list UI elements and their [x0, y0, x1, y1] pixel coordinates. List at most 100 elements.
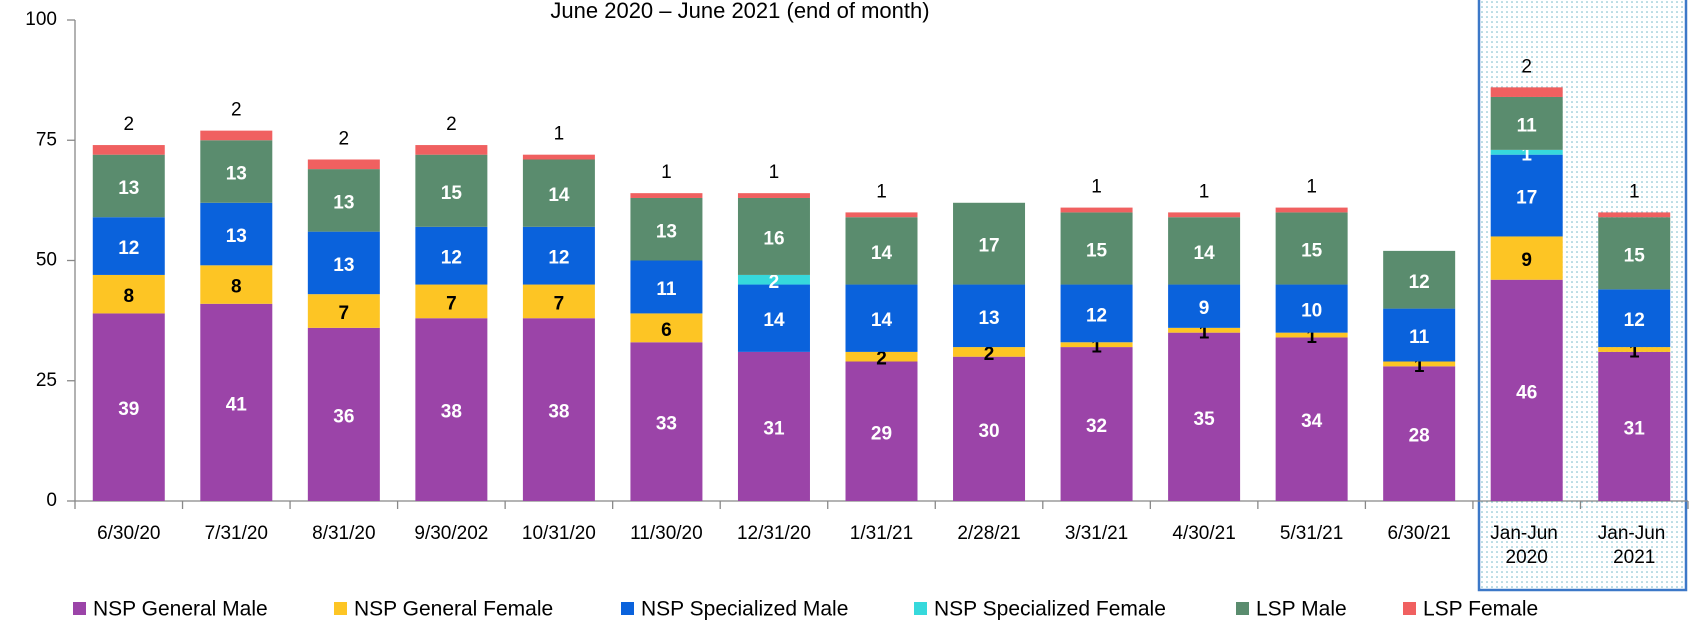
y-tick-label: 0 — [46, 490, 57, 511]
data-label: 14 — [548, 185, 570, 206]
bar-segment — [307, 231, 380, 295]
data-label: 1 — [1306, 177, 1317, 198]
legend-label: LSP Female — [1423, 598, 1538, 621]
data-label: 12 — [1086, 305, 1107, 326]
bar-segment — [1490, 87, 1563, 97]
bar-segment — [1275, 284, 1348, 333]
bar-segment — [1383, 250, 1456, 309]
bar-segment — [1168, 217, 1241, 285]
data-label: 13 — [118, 178, 139, 199]
data-label: 2 — [123, 114, 134, 135]
bar-segment — [1060, 284, 1133, 343]
bar-segment — [92, 313, 165, 501]
bar-segment — [522, 159, 595, 227]
bar-segment — [92, 154, 165, 218]
x-tick-label: 10/31/20 — [522, 523, 596, 544]
data-label: 1 — [1629, 181, 1640, 202]
bar-segment — [1490, 154, 1563, 237]
x-tick-label: 11/30/20 — [630, 523, 703, 544]
bar-segment — [1168, 332, 1241, 501]
legend-swatch — [334, 602, 347, 615]
data-label: 34 — [1301, 411, 1323, 432]
bar-segment — [200, 130, 273, 141]
bar-segment — [1168, 327, 1241, 333]
data-label: 36 — [333, 406, 354, 427]
data-label: 12 — [441, 248, 462, 269]
x-tick-label: 3/31/21 — [1065, 523, 1128, 544]
bar-segment — [845, 284, 918, 352]
data-label: 13 — [226, 226, 247, 247]
bar-segment — [630, 193, 703, 198]
bar-segment — [1490, 96, 1563, 150]
bar-segment — [737, 274, 810, 285]
bar-segment — [92, 145, 165, 155]
legend-swatch — [1236, 602, 1249, 615]
bar-segment — [415, 154, 488, 227]
data-label: 33 — [656, 414, 677, 435]
data-label: 11 — [656, 279, 677, 300]
data-label: 12 — [118, 238, 139, 259]
bar-segment — [953, 284, 1026, 348]
data-label: 1 — [661, 162, 672, 183]
bar-segment — [953, 347, 1026, 357]
legend-label: LSP Male — [1256, 598, 1347, 621]
data-label: 41 — [226, 394, 248, 415]
bar-segment — [1060, 342, 1133, 348]
data-label: 11 — [1409, 327, 1430, 348]
bar-segment — [522, 318, 595, 501]
bar-segment — [1168, 284, 1241, 328]
data-label: 1 — [1091, 337, 1102, 358]
bar-segment — [1490, 236, 1563, 280]
bar-segment — [953, 356, 1026, 501]
bar-segment — [200, 140, 273, 203]
bar-segment — [1275, 207, 1348, 213]
x-tick-label: 2/28/21 — [957, 523, 1020, 544]
data-label: 2 — [1521, 56, 1532, 77]
legend-label: NSP General Male — [93, 598, 268, 621]
bar-segment — [737, 284, 810, 352]
data-label: 8 — [123, 286, 134, 307]
data-label: 8 — [231, 277, 242, 298]
x-tick-label: 6/30/21 — [1387, 523, 1450, 544]
bar-segment — [953, 202, 1026, 285]
bar-segment — [92, 217, 165, 275]
legend-swatch — [73, 602, 86, 615]
data-label: 1 — [769, 162, 780, 183]
data-label: 7 — [554, 293, 565, 314]
data-label: 2 — [446, 114, 457, 135]
x-tick-label-line: Jan-Jun — [1490, 523, 1563, 544]
data-label: 2 — [339, 129, 350, 150]
bar-segment — [415, 145, 488, 155]
data-label: 1 — [1629, 342, 1640, 363]
bar-segment — [1060, 212, 1133, 285]
bar-segment — [630, 197, 703, 261]
bar-segment — [737, 351, 810, 501]
data-label: 2 — [231, 100, 242, 121]
bar-segment — [1275, 332, 1348, 338]
legend-label: NSP Specialized Female — [934, 598, 1166, 621]
data-label: 30 — [978, 421, 999, 442]
legend-swatch — [1403, 602, 1416, 615]
y-tick-label: 25 — [36, 370, 57, 391]
bar-segment — [1383, 308, 1456, 362]
bar-segment — [307, 294, 380, 328]
bar-segment — [845, 212, 918, 218]
data-label: 1 — [876, 181, 887, 202]
x-tick-label-line: 2020 — [1506, 547, 1548, 568]
bar-segment — [630, 260, 703, 314]
data-label: 15 — [1086, 240, 1108, 261]
bar-segment — [1490, 279, 1563, 501]
bar-segment — [1060, 347, 1133, 501]
bar-segment — [92, 274, 165, 314]
bar-segment — [1598, 212, 1671, 218]
data-label: 17 — [978, 236, 999, 257]
bar-segment — [307, 327, 380, 501]
data-label: 35 — [1194, 409, 1216, 430]
bar-segment — [1383, 361, 1456, 367]
bar-segment — [845, 351, 918, 362]
bar-segment — [1598, 351, 1671, 501]
data-label: 10 — [1301, 301, 1322, 322]
data-label: 9 — [1521, 250, 1532, 271]
